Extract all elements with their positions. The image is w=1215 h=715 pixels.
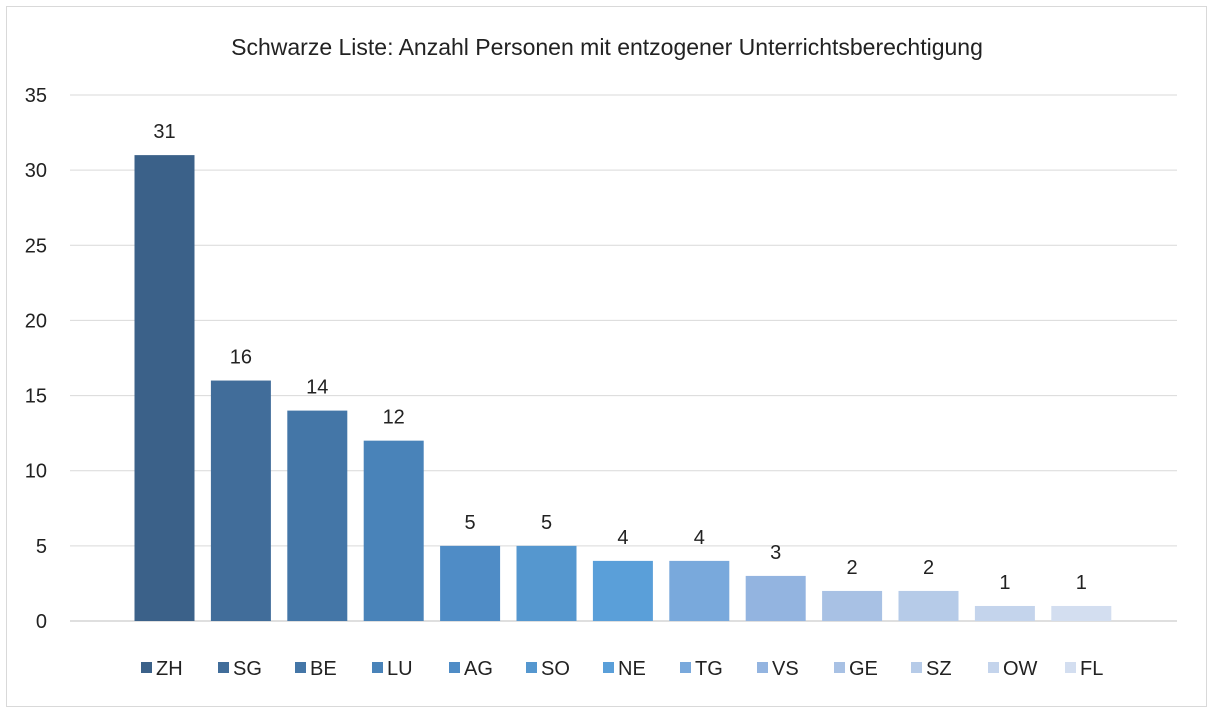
y-tick-label: 5 xyxy=(36,536,47,558)
bar-zh xyxy=(134,155,195,621)
data-label: 5 xyxy=(465,512,476,534)
y-tick-label: 30 xyxy=(25,160,47,182)
bar-ge xyxy=(822,590,883,621)
legend-label: GE xyxy=(849,658,878,680)
bar-so xyxy=(516,545,577,621)
y-tick-label: 15 xyxy=(25,386,47,408)
legend-label: AG xyxy=(464,658,493,680)
legend-swatch xyxy=(1065,662,1076,673)
data-label: 16 xyxy=(230,347,252,369)
legend-label: ZH xyxy=(156,658,183,680)
legend-swatch xyxy=(834,662,845,673)
bar-ow xyxy=(974,605,1035,621)
legend-swatch xyxy=(141,662,152,673)
legend: ZH SG BE LU AG SO NE TG VS GE SZ OW FL xyxy=(141,658,1103,680)
legend-label: FL xyxy=(1080,658,1103,680)
data-label: 3 xyxy=(770,542,781,564)
chart-title: Schwarze Liste: Anzahl Personen mit entz… xyxy=(231,34,983,60)
legend-swatch xyxy=(372,662,383,673)
legend-swatch xyxy=(295,662,306,673)
legend-label: VS xyxy=(772,658,799,680)
bar-sg xyxy=(210,380,271,621)
legend-swatch xyxy=(988,662,999,673)
legend-label: TG xyxy=(695,658,723,680)
legend-label: SO xyxy=(541,658,570,680)
bar-ag xyxy=(440,545,501,621)
bar-be xyxy=(287,410,348,621)
bar-sz xyxy=(898,590,959,621)
data-label: 1 xyxy=(999,572,1010,594)
data-label: 1 xyxy=(1076,572,1087,594)
legend-label: SZ xyxy=(926,658,952,680)
legend-swatch xyxy=(526,662,537,673)
legend-label: BE xyxy=(310,658,337,680)
bar-lu xyxy=(363,440,424,621)
legend-swatch xyxy=(911,662,922,673)
data-label: 12 xyxy=(383,407,405,429)
y-axis: 0 5 10 15 20 25 30 35 xyxy=(25,85,47,633)
data-labels: 31 16 14 12 5 5 4 4 3 2 2 1 1 xyxy=(153,121,1086,594)
data-label: 14 xyxy=(306,377,328,399)
data-label: 31 xyxy=(153,121,175,143)
bar-vs xyxy=(745,575,806,621)
y-tick-label: 20 xyxy=(25,310,47,332)
data-label: 4 xyxy=(617,527,628,549)
legend-swatch xyxy=(757,662,768,673)
legend-swatch xyxy=(603,662,614,673)
legend-swatch xyxy=(218,662,229,673)
data-label: 4 xyxy=(694,527,705,549)
legend-swatch xyxy=(449,662,460,673)
bar-tg xyxy=(669,560,730,621)
data-label: 2 xyxy=(923,557,934,579)
legend-label: LU xyxy=(387,658,413,680)
y-tick-label: 0 xyxy=(36,611,47,633)
legend-swatch xyxy=(680,662,691,673)
y-tick-label: 10 xyxy=(25,461,47,483)
bars xyxy=(134,155,1112,621)
y-tick-label: 25 xyxy=(25,235,47,257)
data-label: 5 xyxy=(541,512,552,534)
bar-ne xyxy=(592,560,653,621)
legend-label: OW xyxy=(1003,658,1038,680)
legend-label: SG xyxy=(233,658,262,680)
y-tick-label: 35 xyxy=(25,85,47,107)
legend-label: NE xyxy=(618,658,646,680)
bar-fl xyxy=(1051,605,1112,621)
data-label: 2 xyxy=(847,557,858,579)
